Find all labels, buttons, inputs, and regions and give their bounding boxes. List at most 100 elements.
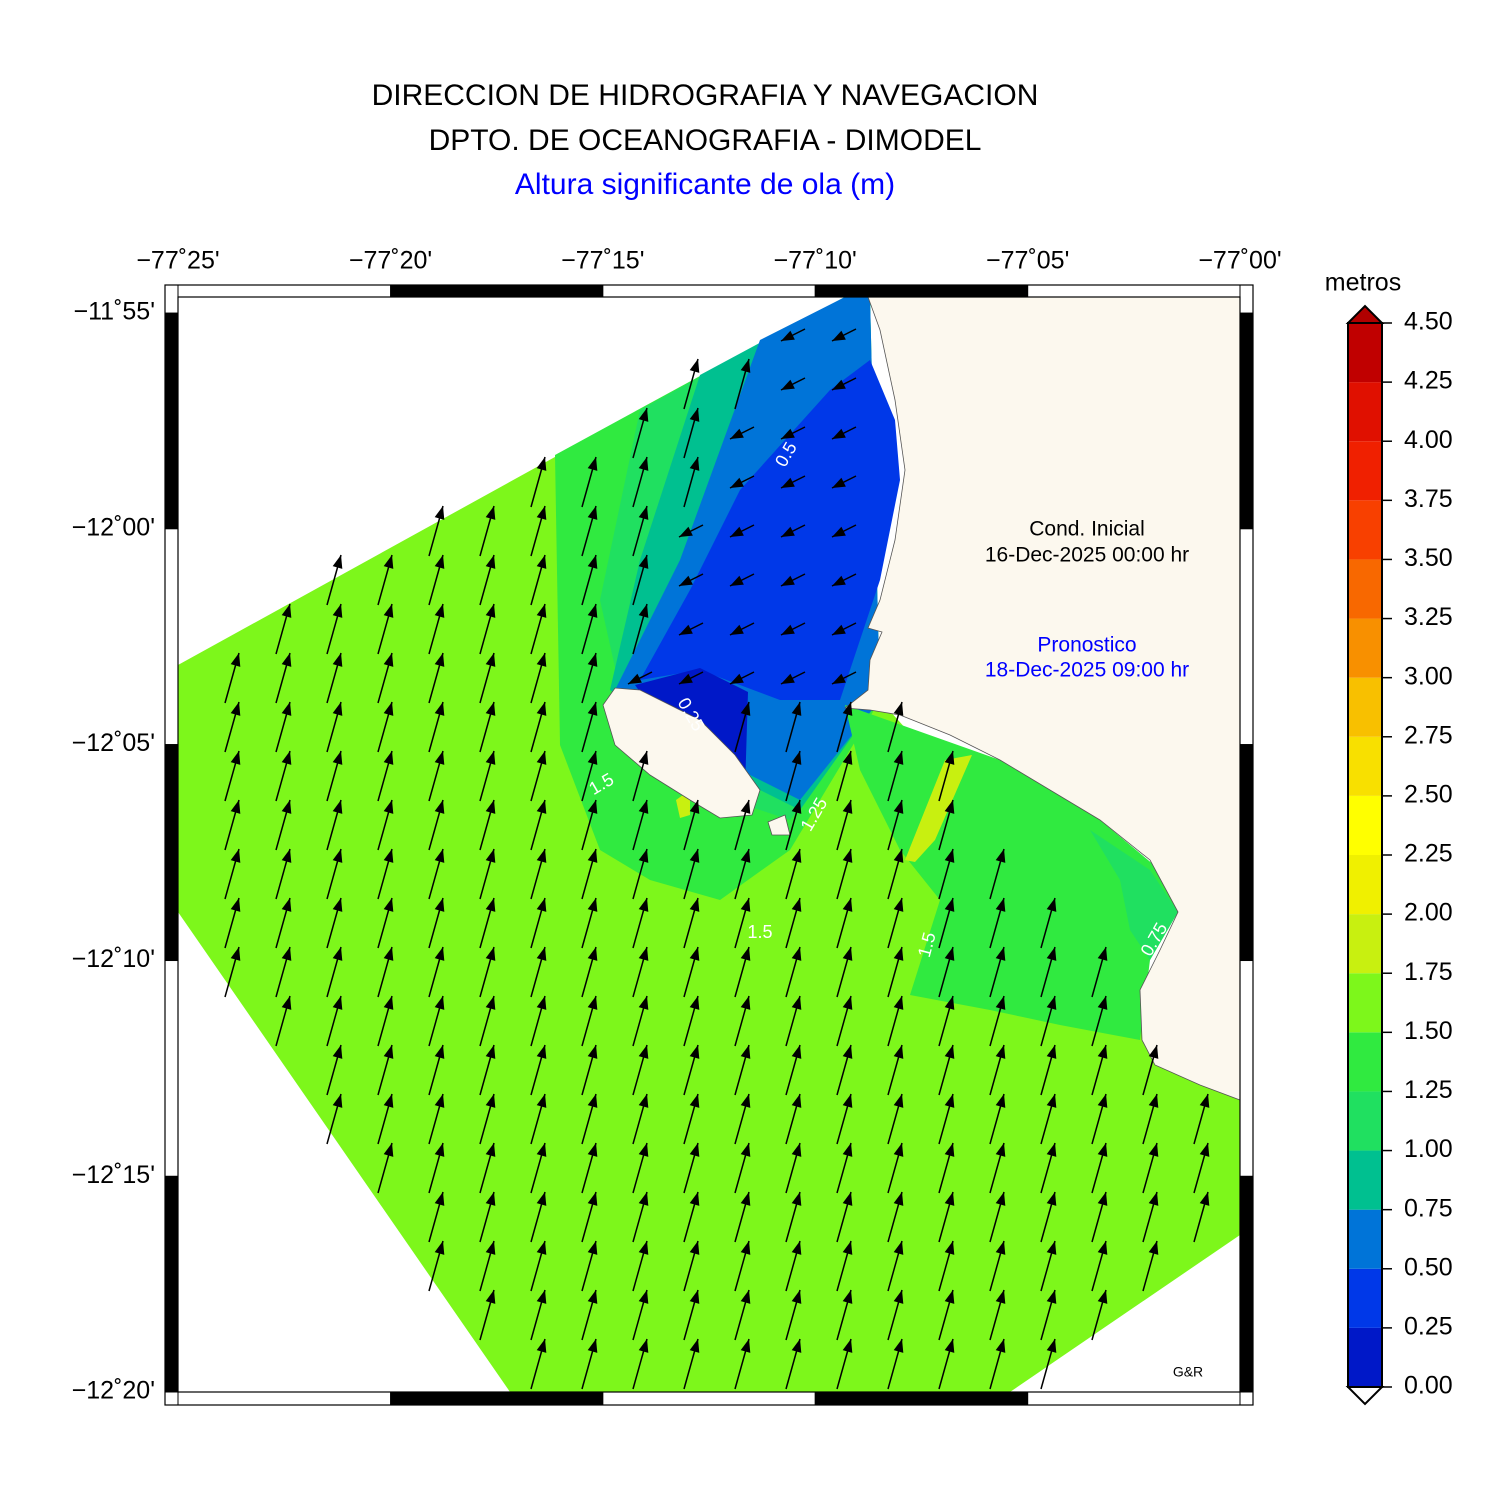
arrow-head	[587, 1143, 598, 1157]
frame-bar	[1240, 1176, 1253, 1392]
arrow-head	[842, 1045, 853, 1059]
arrow-head	[893, 849, 904, 863]
arrow-head	[1046, 1045, 1057, 1059]
arrow-head	[638, 1290, 649, 1304]
arrow-head	[638, 800, 649, 814]
arrow-head	[536, 1192, 547, 1206]
arrow-head	[434, 506, 445, 520]
arrow-head	[383, 996, 394, 1010]
arrow-head	[434, 555, 445, 569]
arrow-head	[587, 1290, 598, 1304]
arrow-head	[689, 1143, 700, 1157]
arrow-head	[485, 1094, 496, 1108]
colorbar-tick-label: 2.75	[1404, 721, 1453, 749]
colorbar-tick-label: 1.25	[1404, 1076, 1453, 1104]
colorbar-bin	[1348, 973, 1382, 1033]
arrow-head	[434, 996, 445, 1010]
arrow-head	[1097, 1241, 1108, 1255]
arrow-head	[781, 526, 795, 537]
arrow-head	[587, 457, 598, 471]
arrow-head	[1046, 1143, 1057, 1157]
subtitle: Altura significante de ola (m)	[515, 168, 895, 201]
arrow-head	[842, 1143, 853, 1157]
arrow-head	[740, 849, 751, 863]
arrow-head	[587, 996, 598, 1010]
arrow-head	[832, 673, 846, 684]
arrow-head	[842, 996, 853, 1010]
arrow-head	[434, 800, 445, 814]
arrow-head	[730, 428, 744, 439]
arrow-head	[536, 947, 547, 961]
arrow-head	[1097, 1045, 1108, 1059]
colorbar-tick-label: 0.75	[1404, 1194, 1453, 1222]
arrow-head	[781, 673, 795, 684]
arrow-head	[587, 947, 598, 961]
arrow-head	[587, 800, 598, 814]
arrow-head	[689, 1290, 700, 1304]
colorbar-tick-label: 2.25	[1404, 840, 1453, 868]
arrow-head	[383, 604, 394, 618]
colorbar-tick-label: 0.00	[1404, 1372, 1453, 1400]
arrow-head	[893, 1339, 904, 1353]
arrow-head	[536, 604, 547, 618]
arrow-head	[638, 604, 649, 618]
arrow-head	[944, 849, 955, 863]
arrow-head	[740, 800, 751, 814]
arrow-head	[995, 1339, 1006, 1353]
arrow-head	[485, 898, 496, 912]
arrow-head	[1046, 1339, 1057, 1353]
arrow-head	[842, 1192, 853, 1206]
arrow-head	[638, 898, 649, 912]
arrow-head	[995, 996, 1006, 1010]
y-tick-label: −12˚20'	[72, 1377, 155, 1405]
arrow-head	[332, 604, 343, 618]
arrow-head	[689, 408, 700, 422]
colorbar-bin	[1348, 1032, 1382, 1092]
arrow-head	[730, 477, 744, 488]
frame-bar	[815, 285, 1028, 297]
arrow-head	[1199, 1094, 1210, 1108]
arrow-head	[944, 1290, 955, 1304]
arrow-head	[485, 947, 496, 961]
arrow-head	[332, 702, 343, 716]
arrow-head	[791, 849, 802, 863]
arrow-head	[791, 1192, 802, 1206]
arrow-head	[587, 751, 598, 765]
arrow-head	[791, 800, 802, 814]
colorbar-bin	[1348, 1150, 1382, 1210]
colorbar-tick-label: 3.50	[1404, 544, 1453, 572]
arrow-head	[638, 457, 649, 471]
arrow-head	[638, 555, 649, 569]
arrow-head	[944, 1241, 955, 1255]
arrow-head	[842, 702, 853, 716]
arrow-head	[740, 898, 751, 912]
arrow-head	[730, 673, 744, 684]
arrow-head	[383, 702, 394, 716]
arrow-head	[536, 751, 547, 765]
arrow-head	[383, 751, 394, 765]
arrow-head	[434, 653, 445, 667]
arrow-head	[893, 947, 904, 961]
arrow-head	[638, 996, 649, 1010]
arrow-head	[434, 1094, 445, 1108]
arrow-head	[832, 379, 846, 390]
arrow-head	[281, 702, 292, 716]
frame-bar	[165, 1176, 178, 1392]
arrow-head	[332, 1045, 343, 1059]
arrow-head	[1148, 1045, 1159, 1059]
arrow-head	[832, 330, 846, 341]
arrow-head	[536, 457, 547, 471]
colorbar-bin	[1348, 1268, 1382, 1328]
arrow-head	[679, 624, 693, 635]
arrow-head	[485, 702, 496, 716]
arrow-head	[536, 1290, 547, 1304]
arrow-head	[995, 1241, 1006, 1255]
colorbar-bin	[1348, 382, 1382, 442]
arrow-head	[689, 1241, 700, 1255]
arrow-head	[587, 653, 598, 667]
frame-bar	[165, 313, 178, 529]
arrow-head	[281, 653, 292, 667]
colorbar-bin	[1348, 441, 1382, 501]
